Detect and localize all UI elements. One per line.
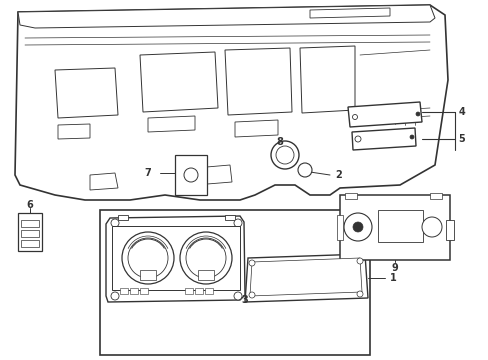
Bar [195,288,203,294]
Polygon shape [244,254,367,302]
Bar [175,155,206,195]
Polygon shape [58,124,90,139]
Circle shape [415,112,419,116]
Bar [339,195,449,260]
Bar [377,210,422,242]
Polygon shape [18,5,434,28]
Bar [445,220,453,240]
Circle shape [128,238,168,278]
Text: 1: 1 [389,273,396,283]
Circle shape [122,232,174,284]
Bar [198,270,214,280]
Circle shape [111,292,119,300]
Circle shape [234,219,242,227]
Circle shape [352,222,362,232]
Bar [21,220,39,227]
Circle shape [352,114,357,120]
Polygon shape [55,68,118,118]
Circle shape [356,258,362,264]
Polygon shape [299,46,354,113]
Bar [140,288,148,294]
Polygon shape [106,216,244,302]
Bar [118,215,128,220]
Circle shape [421,217,441,237]
Text: 6: 6 [26,200,33,210]
Circle shape [409,135,413,139]
Circle shape [343,213,371,241]
Text: 4: 4 [458,107,465,117]
Circle shape [234,292,242,300]
Circle shape [354,136,360,142]
Polygon shape [249,258,361,296]
Circle shape [180,232,231,284]
Polygon shape [351,128,415,150]
Circle shape [183,168,198,182]
Bar [120,288,128,294]
Polygon shape [15,5,447,200]
Polygon shape [90,173,118,190]
Circle shape [185,238,225,278]
Bar [204,288,213,294]
Circle shape [356,291,362,297]
Circle shape [248,292,254,298]
Polygon shape [140,52,218,112]
Text: 3: 3 [241,295,247,305]
Polygon shape [309,8,389,18]
Bar [100,210,369,355]
Polygon shape [148,116,195,132]
Circle shape [275,146,293,164]
Bar [21,240,39,247]
Polygon shape [347,102,421,127]
Bar [112,226,240,290]
Text: 2: 2 [334,170,341,180]
Bar [224,215,235,220]
Text: 8: 8 [276,137,283,147]
Text: 9: 9 [391,263,398,273]
Polygon shape [224,48,291,115]
Polygon shape [235,120,278,137]
Bar [140,270,156,280]
Bar [336,215,342,240]
Circle shape [248,260,254,266]
Circle shape [270,141,298,169]
Bar [130,288,138,294]
Text: 5: 5 [458,134,465,144]
Bar [18,213,42,251]
Polygon shape [195,165,231,185]
Bar [345,193,356,199]
Circle shape [297,163,311,177]
Bar [184,288,193,294]
Bar [429,193,441,199]
Circle shape [111,219,119,227]
Text: 7: 7 [144,168,151,178]
Bar [21,230,39,237]
